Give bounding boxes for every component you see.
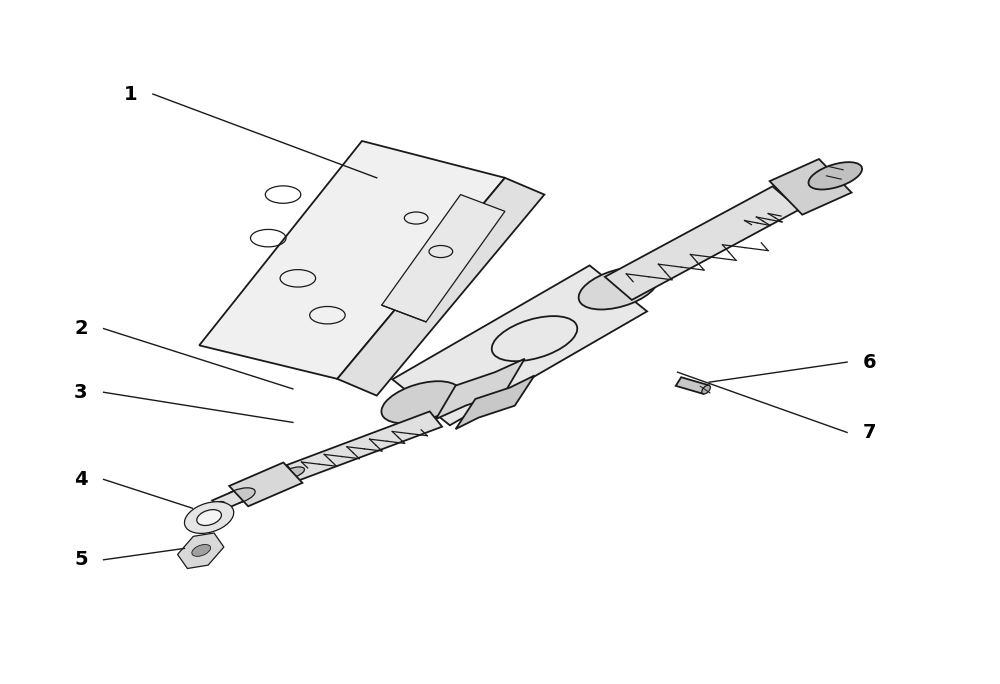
Polygon shape: [392, 265, 647, 425]
Ellipse shape: [702, 385, 710, 394]
Ellipse shape: [192, 544, 211, 556]
Text: 4: 4: [74, 470, 88, 489]
Polygon shape: [337, 178, 544, 395]
Polygon shape: [178, 533, 224, 568]
Ellipse shape: [281, 467, 304, 478]
Text: 2: 2: [74, 319, 88, 338]
Ellipse shape: [209, 501, 225, 510]
Ellipse shape: [381, 381, 461, 423]
Text: 5: 5: [74, 551, 88, 569]
Text: 1: 1: [123, 85, 137, 103]
Ellipse shape: [197, 510, 221, 525]
Polygon shape: [229, 462, 302, 506]
Ellipse shape: [579, 267, 658, 309]
Polygon shape: [770, 159, 852, 215]
Polygon shape: [382, 194, 505, 322]
Text: 7: 7: [863, 423, 877, 442]
Polygon shape: [605, 186, 799, 300]
Polygon shape: [456, 376, 535, 429]
Polygon shape: [287, 412, 442, 480]
Polygon shape: [212, 491, 243, 510]
Text: 6: 6: [863, 353, 877, 371]
Ellipse shape: [808, 162, 862, 189]
Polygon shape: [199, 141, 505, 379]
Ellipse shape: [222, 488, 255, 504]
Polygon shape: [676, 377, 709, 394]
Ellipse shape: [184, 502, 234, 534]
Text: 3: 3: [74, 383, 88, 402]
Polygon shape: [436, 358, 525, 419]
